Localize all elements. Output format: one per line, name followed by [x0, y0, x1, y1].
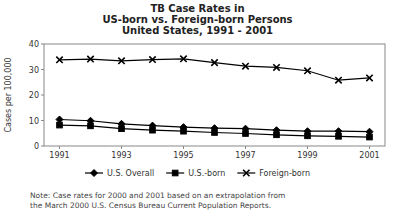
series-line	[60, 125, 370, 137]
x-tick	[183, 146, 184, 149]
data-point	[56, 57, 62, 63]
data-point	[335, 77, 341, 83]
x-tick	[59, 146, 60, 149]
legend-item: U.S.-born	[166, 169, 225, 178]
y-tick-label: 0	[34, 142, 39, 151]
legend: U.S. Overall U.S.-born Foreign-born	[85, 169, 310, 178]
data-point	[274, 132, 280, 138]
y-tick	[41, 146, 44, 147]
x-tick-label: 1991	[49, 151, 69, 160]
y-tick-label: 20	[29, 91, 39, 100]
x-tick-label: 1997	[235, 151, 255, 160]
x-tick-label: 1999	[297, 151, 317, 160]
data-point	[181, 128, 187, 134]
data-point	[88, 123, 94, 129]
chart: TB Case Rates inUS-born vs. Foreign-born…	[0, 0, 395, 222]
data-point	[211, 59, 217, 65]
data-point	[367, 134, 373, 140]
title-line: US-born vs. Foreign-born Persons	[102, 14, 292, 25]
y-tick	[41, 120, 44, 121]
y-tick	[41, 95, 44, 96]
x-tick-label: 2001	[359, 151, 379, 160]
legend-item: Foreign-born	[237, 169, 310, 178]
data-point	[119, 126, 125, 132]
legend-label: U.S. Overall	[107, 169, 154, 178]
legend-marker	[172, 170, 178, 176]
y-tick-label: 40	[29, 40, 39, 49]
title-line: United States, 1991 - 2001	[122, 25, 273, 36]
data-point	[242, 63, 248, 69]
legend-label: U.S.-born	[188, 169, 225, 178]
data-point	[305, 133, 311, 139]
x-tick	[307, 146, 308, 149]
data-point	[118, 58, 124, 64]
x-tick	[121, 146, 122, 149]
data-point	[273, 64, 279, 70]
y-tick	[41, 69, 44, 70]
data-point	[150, 127, 156, 133]
title: TB Case Rates inUS-born vs. Foreign-born…	[102, 3, 292, 36]
legend-item: U.S. Overall	[85, 169, 154, 178]
legend-marker	[91, 170, 98, 177]
series-line	[60, 59, 370, 80]
y-axis-label: Cases per 100,000	[4, 57, 13, 132]
note-line: Note: Case rates for 2000 and 2001 based…	[30, 191, 285, 200]
x-tick	[245, 146, 246, 149]
data-point	[212, 130, 218, 136]
legend-marker	[243, 170, 249, 176]
data-point	[366, 75, 372, 81]
note-line: the March 2000 U.S. Census Bureau Curren…	[30, 201, 271, 210]
x-tick	[369, 146, 370, 149]
data-point	[180, 56, 186, 62]
plot-frame	[44, 44, 385, 146]
title-line: TB Case Rates in	[150, 3, 244, 14]
data-point	[304, 68, 310, 74]
data-point	[87, 56, 93, 62]
x-tick-label: 1993	[111, 151, 131, 160]
data-point	[57, 122, 63, 128]
note: Note: Case rates for 2000 and 2001 based…	[30, 191, 285, 210]
y-tick-label: 10	[29, 117, 39, 126]
legend-label: Foreign-born	[259, 169, 310, 178]
y-tick-label: 30	[29, 66, 39, 75]
data-point	[243, 131, 249, 137]
x-tick-label: 1995	[173, 151, 193, 160]
plot-area	[56, 56, 373, 140]
y-tick	[41, 44, 44, 45]
data-point	[336, 134, 342, 140]
data-point	[149, 56, 155, 62]
